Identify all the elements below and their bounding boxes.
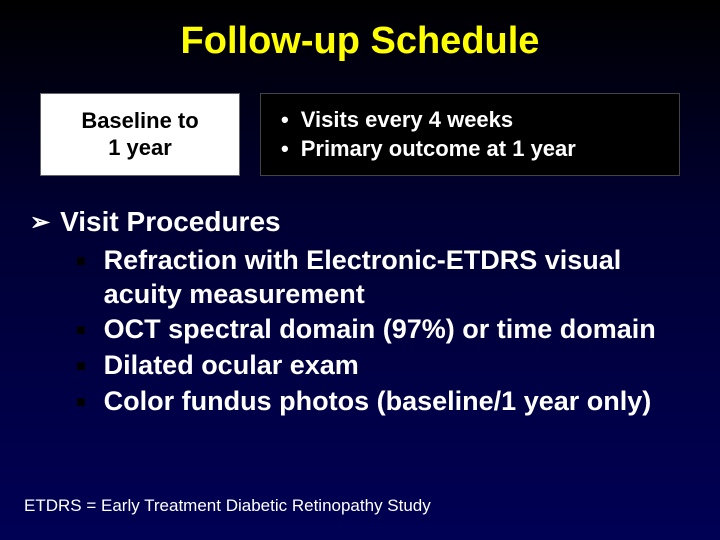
square-bullet-icon: ■ [76, 321, 86, 341]
square-bullet-icon: ■ [76, 357, 86, 377]
schedule-item: • Visits every 4 weeks [279, 106, 661, 135]
square-bullet-icon: ■ [76, 252, 86, 272]
timeframe-box: Baseline to 1 year [40, 93, 240, 176]
timeframe-line2: 1 year [51, 135, 229, 161]
procedures-section: ➢ Visit Procedures ■ Refraction with Ele… [0, 206, 720, 418]
procedure-item-text: Refraction with Electronic-ETDRS visual … [104, 244, 690, 312]
bullet-icon: • [281, 106, 289, 135]
procedure-item-text: OCT spectral domain (97%) or time domain [104, 313, 690, 347]
schedule-item: • Primary outcome at 1 year [279, 135, 661, 164]
procedure-item: ■ Refraction with Electronic-ETDRS visua… [76, 244, 690, 312]
procedure-item-text: Dilated ocular exam [104, 349, 690, 383]
footnote: ETDRS = Early Treatment Diabetic Retinop… [24, 496, 431, 516]
procedures-heading-text: Visit Procedures [60, 206, 280, 238]
procedure-item: ■ Color fundus photos (baseline/1 year o… [76, 385, 690, 419]
procedure-item: ■ OCT spectral domain (97%) or time doma… [76, 313, 690, 347]
slide-title: Follow-up Schedule [0, 0, 720, 93]
procedure-item: ■ Dilated ocular exam [76, 349, 690, 383]
schedule-row: Baseline to 1 year • Visits every 4 week… [0, 93, 720, 176]
timeframe-line1: Baseline to [51, 108, 229, 134]
bullet-icon: • [281, 135, 289, 164]
schedule-details-box: • Visits every 4 weeks • Primary outcome… [260, 93, 680, 176]
schedule-item-text: Primary outcome at 1 year [301, 135, 576, 164]
square-bullet-icon: ■ [76, 393, 86, 413]
procedure-item-text: Color fundus photos (baseline/1 year onl… [104, 385, 690, 419]
arrow-icon: ➢ [30, 206, 50, 240]
procedures-heading: ➢ Visit Procedures [30, 206, 690, 240]
schedule-item-text: Visits every 4 weeks [301, 106, 513, 135]
